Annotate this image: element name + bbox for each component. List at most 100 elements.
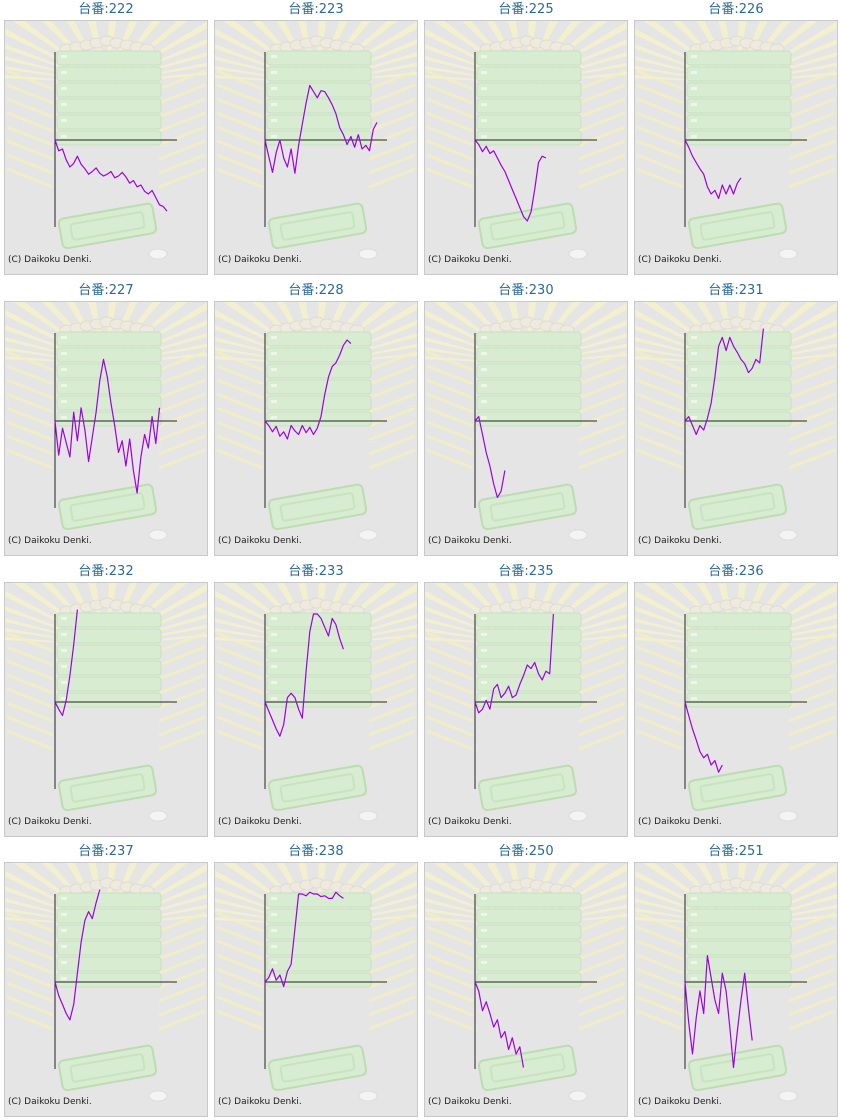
slump-graph — [635, 583, 837, 822]
medal-tray-art — [477, 764, 578, 812]
medal-box-stack-art — [56, 50, 162, 146]
slump-line — [684, 701, 723, 773]
coin-art — [778, 248, 798, 260]
medal-pile-art — [269, 316, 365, 336]
coin-art — [148, 248, 168, 260]
graph-card: 台番:227 (C) Daikoku Denki. — [4, 281, 208, 558]
coin-art — [568, 1090, 588, 1102]
machine-number-title[interactable]: 台番:226 — [708, 2, 764, 17]
coin-art — [148, 810, 168, 822]
graph-card: 台番:232 (C) Daikoku Denki. — [4, 562, 208, 839]
slump-line — [474, 613, 554, 714]
slump-graph — [5, 583, 207, 822]
slump-line — [54, 139, 168, 212]
slump-line — [54, 889, 101, 1021]
medal-tray-art — [477, 483, 578, 531]
machine-background-art — [215, 21, 417, 260]
medal-tray-art — [267, 202, 368, 250]
medal-tray-art — [267, 764, 368, 812]
machine-background-art — [5, 21, 207, 260]
copyright-text: (C) Daikoku Denki. — [218, 536, 302, 546]
slump-line — [264, 84, 378, 174]
slump-line — [684, 328, 764, 436]
graph-card: 台番:231 (C) Daikoku Denki. — [634, 281, 838, 558]
slump-line — [474, 415, 506, 499]
copyright-text: (C) Daikoku Denki. — [428, 1097, 512, 1107]
machine-number-title[interactable]: 台番:228 — [288, 283, 344, 298]
coin-art — [778, 529, 798, 541]
graph-card: 台番:223 (C) Daikoku Denki. — [214, 0, 418, 277]
machine-number-title[interactable]: 台番:223 — [288, 2, 344, 17]
copyright-text: (C) Daikoku Denki. — [8, 255, 92, 265]
medal-box-stack-art — [476, 331, 582, 427]
slump-graph — [215, 21, 417, 260]
medal-tray-art — [687, 202, 788, 250]
graph-card: 台番:222 (C) Daikoku Denki. — [4, 0, 208, 277]
medal-box-stack-art — [266, 331, 372, 427]
machine-number-title[interactable]: 台番:232 — [78, 564, 134, 579]
slump-graph — [215, 302, 417, 541]
copyright-text: (C) Daikoku Denki. — [8, 817, 92, 827]
machine-number-title[interactable]: 台番:233 — [288, 564, 344, 579]
machine-number-title[interactable]: 台番:230 — [498, 283, 554, 298]
machine-number-title[interactable]: 台番:237 — [78, 844, 134, 859]
machine-number-title[interactable]: 台番:231 — [708, 283, 764, 298]
slump-graph — [425, 863, 627, 1102]
medal-tray-art — [477, 1044, 578, 1092]
graph-card: 台番:251 (C) Daikoku Denki. — [634, 842, 838, 1119]
medal-pile-art — [269, 877, 365, 897]
machine-number-title[interactable]: 台番:222 — [78, 2, 134, 17]
medal-tray-art — [57, 202, 158, 250]
medal-box-stack-art — [56, 892, 162, 988]
machine-number-title[interactable]: 台番:236 — [708, 564, 764, 579]
copyright-text: (C) Daikoku Denki. — [218, 1097, 302, 1107]
slump-line — [264, 613, 344, 737]
medal-box-stack-art — [56, 331, 162, 427]
medal-box-stack-art — [56, 612, 162, 708]
copyright-text: (C) Daikoku Denki. — [8, 536, 92, 546]
copyright-text: (C) Daikoku Denki. — [218, 817, 302, 827]
graph-panel: (C) Daikoku Denki. — [214, 862, 418, 1117]
slump-line — [264, 891, 344, 988]
graph-panel: (C) Daikoku Denki. — [214, 20, 418, 275]
machine-number-title[interactable]: 台番:235 — [498, 564, 554, 579]
graph-card: 台番:237 (C) Daikoku Denki. — [4, 842, 208, 1119]
coin-art — [568, 529, 588, 541]
slump-graph — [635, 863, 837, 1102]
slump-graph — [215, 863, 417, 1102]
medal-pile-art — [59, 597, 155, 617]
medal-pile-art — [689, 877, 785, 897]
machine-number-title[interactable]: 台番:251 — [708, 844, 764, 859]
slump-line — [54, 358, 161, 494]
medal-tray-art — [477, 202, 578, 250]
graph-card: 台番:230 (C) Daikoku Denki. — [424, 281, 628, 558]
machine-number-title[interactable]: 台番:225 — [498, 2, 554, 17]
machine-number-title[interactable]: 台番:238 — [288, 844, 344, 859]
medal-box-stack-art — [476, 612, 582, 708]
graph-panel: (C) Daikoku Denki. — [214, 301, 418, 556]
coin-art — [358, 810, 378, 822]
medal-box-stack-art — [266, 50, 372, 146]
graph-panel: (C) Daikoku Denki. — [424, 582, 628, 837]
graph-panel: (C) Daikoku Denki. — [4, 862, 208, 1117]
copyright-text: (C) Daikoku Denki. — [638, 1097, 722, 1107]
slump-line — [474, 139, 547, 222]
graph-panel: (C) Daikoku Denki. — [634, 301, 838, 556]
graph-panel: (C) Daikoku Denki. — [424, 301, 628, 556]
copyright-text: (C) Daikoku Denki. — [638, 536, 722, 546]
medal-tray-art — [57, 764, 158, 812]
graph-panel: (C) Daikoku Denki. — [424, 862, 628, 1117]
copyright-text: (C) Daikoku Denki. — [428, 255, 512, 265]
coin-art — [358, 248, 378, 260]
coin-art — [358, 529, 378, 541]
medal-pile-art — [689, 316, 785, 336]
slump-line — [684, 954, 753, 1069]
slump-line — [54, 609, 78, 717]
copyright-text: (C) Daikoku Denki. — [428, 817, 512, 827]
machine-number-title[interactable]: 台番:227 — [78, 283, 134, 298]
slump-graph — [5, 302, 207, 541]
medal-tray-art — [267, 1044, 368, 1092]
graph-panel: (C) Daikoku Denki. — [634, 582, 838, 837]
machine-number-title[interactable]: 台番:250 — [498, 844, 554, 859]
